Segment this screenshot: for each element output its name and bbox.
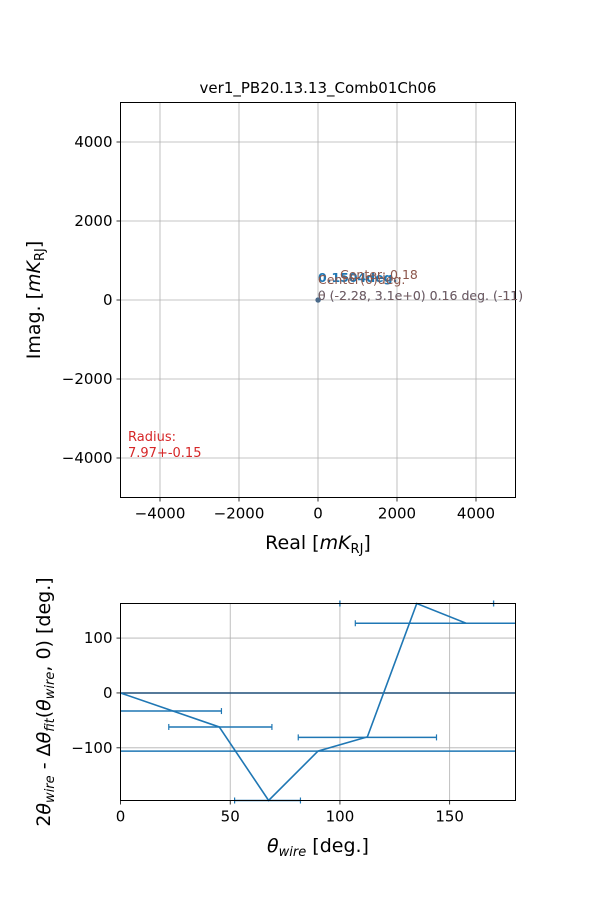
top-ytick-label: 2000 [74,212,112,230]
top-xtick-label: −4000 [135,505,186,523]
bottom-xlabel: θwire [deg.] [267,835,369,860]
overlap-lower-brown: θ (-2.28, 3.1e+0) 0.16 deg. (-11) [318,288,523,303]
bottom-xtick-label: 0 [116,808,126,826]
bottom-xtick-label: 150 [435,808,464,826]
bottom-ytick-label: −100 [71,739,112,757]
radius-value: 7.97+-0.15 [128,446,201,461]
top-grid [120,102,516,498]
top-xlabel: Real [mKRJ] [265,532,371,557]
top-title: ver1_PB20.13.13_Comb01Ch06 [200,79,437,98]
top-ytick-label: 0 [103,291,113,309]
bottom-ytick-label: 100 [84,629,113,647]
bottom-xtick-label: 50 [221,808,240,826]
top-xticks: −4000 −2000 0 2000 4000 [135,497,495,523]
top-marks [315,297,321,303]
top-xtick-label: −2000 [214,505,265,523]
bottom-ylabel: 2θwire - Δθfit(θwire, 0) [deg.] [33,577,58,826]
bottom-yticks: −100 0 100 [71,629,121,757]
overlap-upper-mid: Center: 0.18 [340,267,418,282]
top-xtick-label: 0 [313,505,323,523]
bottom-ytick-label: 0 [103,684,113,702]
bottom-axes-frame [120,603,516,801]
top-yticks: −4000 −2000 0 2000 4000 [62,133,121,467]
top-data-point [315,297,321,303]
top-xtick-label: 4000 [457,505,495,523]
bottom-grid [120,603,516,801]
bottom-plot: 0 50 100 150 −100 0 100 θwire [deg.] 2θwire -… [33,577,516,860]
top-ytick-label: −2000 [62,370,113,388]
top-ytick-label: −4000 [62,449,113,467]
overlap-upper-bottom: Center(0)deg. [318,272,405,287]
bottom-marks [120,600,516,804]
top-plot: −4000 −2000 0 2000 4000 −4000−2000020004000 … [23,79,523,557]
overlap-upper-top: 0.1504deg. [318,270,397,285]
bottom-series-line [120,602,516,802]
overlap-lower-blue: θ (-2.28, 3.1e+0) 0.16 deg. (-11) [318,288,523,303]
top-xtick-label: 2000 [378,505,416,523]
top-ylabel: Imag. [mKRJ] [23,241,48,360]
top-ytick-label: 4000 [74,133,112,151]
bottom-xticks: 0 50 100 150 [116,800,464,826]
radius-label: Radius: [128,430,176,445]
bottom-xtick-label: 100 [326,808,355,826]
